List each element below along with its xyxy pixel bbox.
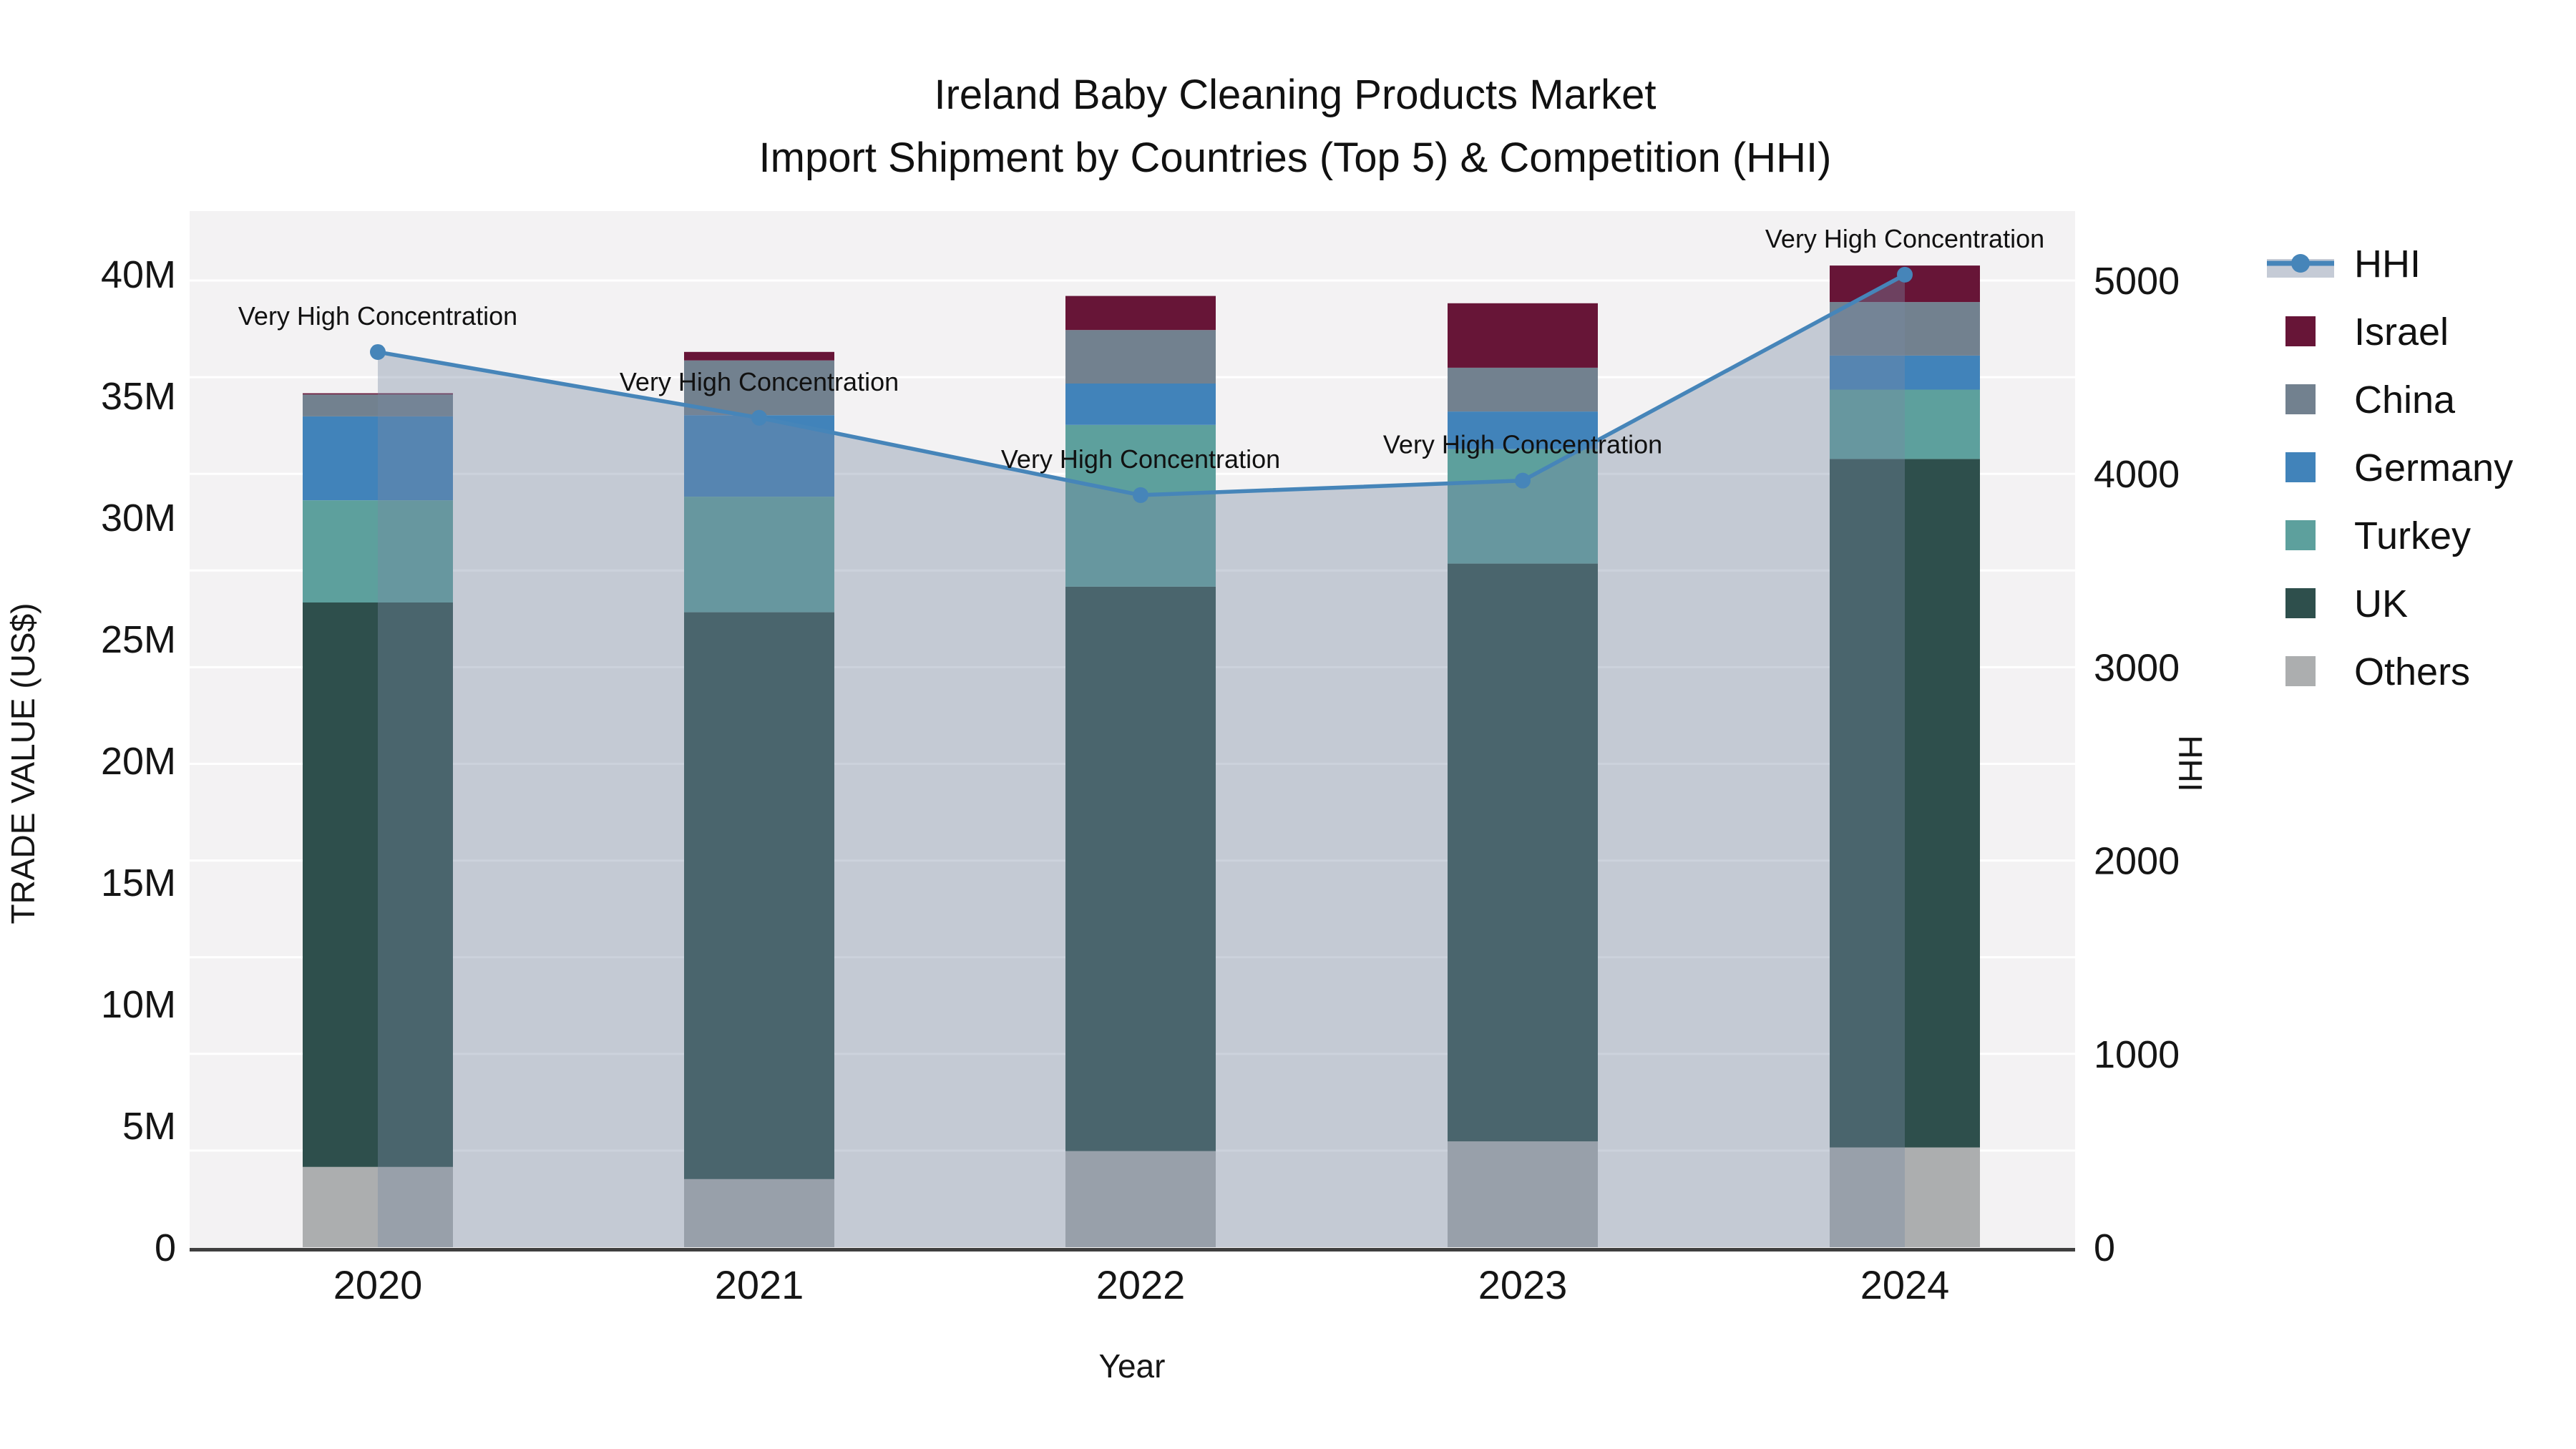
bar-segment-2021-turkey <box>684 497 834 613</box>
y-left-tick-label: 0 <box>155 1226 176 1269</box>
bar-segment-2020-others <box>303 1166 453 1247</box>
x-tick-label-2020: 2020 <box>333 1262 423 1307</box>
y-left-tick-label: 25M <box>101 618 176 661</box>
legend-swatch-germany <box>2285 452 2316 482</box>
legend: HHI Israel China Germany Turkey UK Others <box>2267 243 2513 693</box>
annotation-2023: Very High Concentration <box>1383 430 1662 459</box>
bar-segment-2023-china <box>1448 367 1598 412</box>
bar-segment-2020-israel <box>303 393 453 395</box>
y-right-tick-label: 4000 <box>2094 453 2180 496</box>
bar-segment-2021-others <box>684 1179 834 1247</box>
bar-segment-2023-germany <box>1448 411 1598 449</box>
legend-label-china: China <box>2354 379 2456 421</box>
y-left-tick-label: 40M <box>101 253 176 296</box>
y-left-tick-label: 35M <box>101 375 176 418</box>
legend-hhi-marker <box>2291 254 2310 273</box>
bar-segment-2020-turkey <box>303 500 453 602</box>
legend-label-others: Others <box>2354 650 2470 693</box>
bar-segment-2024-uk <box>1830 459 1980 1148</box>
legend-item-israel[interactable]: Israel <box>2285 311 2449 353</box>
bar-segment-2022-others <box>1065 1151 1216 1247</box>
annotation-2020: Very High Concentration <box>238 301 517 331</box>
legend-swatch-uk <box>2285 588 2316 618</box>
y-axis-title-right: HHI <box>2172 735 2209 791</box>
bar-segment-2021-uk <box>684 612 834 1179</box>
hhi-line <box>370 266 1913 503</box>
y-left-tick-label: 30M <box>101 497 176 540</box>
bar-segment-2021-china <box>684 360 834 416</box>
x-axis-title: Year <box>1099 1347 1166 1385</box>
bar-segment-2021-israel <box>684 351 834 361</box>
bar-segment-2024-turkey <box>1830 389 1980 459</box>
bar-segment-2023-others <box>1448 1141 1598 1247</box>
y-right-tick-label: 3000 <box>2094 646 2180 689</box>
legend-label-uk: UK <box>2354 582 2408 625</box>
x-tick-label-2023: 2023 <box>1478 1262 1568 1307</box>
x-axis-spine <box>190 1248 2075 1252</box>
bar-segment-2024-others <box>1830 1147 1980 1247</box>
annotation-2024: Very High Concentration <box>1765 224 2044 253</box>
y-right-tick-label: 2000 <box>2094 840 2180 883</box>
hhi-marker-2023 <box>1515 472 1531 489</box>
x-tick-label-2021: 2021 <box>715 1262 804 1307</box>
legend-swatch-israel <box>2285 316 2316 346</box>
hhi-marker-2024 <box>1897 266 1913 283</box>
legend-swatch-others <box>2285 656 2316 686</box>
legend-item-china[interactable]: China <box>2285 379 2456 421</box>
x-tick-label-2024: 2024 <box>1860 1262 1950 1307</box>
y-left-tick-label: 10M <box>101 983 176 1026</box>
bar-segment-2022-germany <box>1065 384 1216 425</box>
legend-item-germany[interactable]: Germany <box>2285 447 2513 489</box>
x-tick-label-2022: 2022 <box>1096 1262 1186 1307</box>
chart-title: Ireland Baby Cleaning Products Market <box>934 72 1656 118</box>
bar-segment-2023-israel <box>1448 303 1598 368</box>
legend-label-hhi: HHI <box>2354 243 2421 286</box>
legend-item-others[interactable]: Others <box>2285 650 2470 693</box>
bar-segment-2023-turkey <box>1448 449 1598 564</box>
legend-swatch-turkey <box>2285 520 2316 550</box>
y-axis-title-left: TRADE VALUE (US$) <box>4 602 42 924</box>
chart-subtitle: Import Shipment by Countries (Top 5) & C… <box>759 135 1832 181</box>
bar-segment-2024-china <box>1830 302 1980 356</box>
bar-segment-2020-uk <box>303 602 453 1167</box>
annotation-2022: Very High Concentration <box>1001 444 1280 474</box>
y-right-tick-label: 1000 <box>2094 1033 2180 1076</box>
y-right-tick-label: 0 <box>2094 1226 2115 1269</box>
bar-segment-2022-turkey <box>1065 424 1216 587</box>
legend-item-turkey[interactable]: Turkey <box>2285 514 2471 557</box>
legend-swatch-china <box>2285 384 2316 414</box>
y-left-tick-label: 15M <box>101 862 176 904</box>
bar-segment-2022-china <box>1065 330 1216 384</box>
bar-segment-2020-china <box>303 394 453 416</box>
bar-segment-2020-germany <box>303 416 453 501</box>
legend-item-hhi[interactable]: HHI <box>2267 243 2421 286</box>
y-right-tick-label: 5000 <box>2094 260 2180 303</box>
legend-label-israel: Israel <box>2354 311 2449 353</box>
hhi-area <box>378 274 1905 1247</box>
legend-label-germany: Germany <box>2354 447 2513 489</box>
axes: Year TRADE VALUE (US$) HHI 0 5M 10M 15M 20M 2… <box>4 253 2209 1385</box>
stacked-bars <box>303 265 1980 1247</box>
bar-segment-2023-uk <box>1448 563 1598 1142</box>
y-left-tick-label: 5M <box>122 1105 176 1148</box>
bar-segment-2022-uk <box>1065 586 1216 1151</box>
bar-segment-2024-germany <box>1830 355 1980 390</box>
y-left-tick-label: 20M <box>101 740 176 783</box>
hhi-marker-2022 <box>1133 487 1148 503</box>
legend-item-uk[interactable]: UK <box>2285 582 2408 625</box>
legend-label-turkey: Turkey <box>2354 514 2471 557</box>
annotation-2021: Very High Concentration <box>620 367 899 396</box>
hhi-area-fill <box>378 274 1905 1247</box>
annotations: Very High Concentration Very High Concent… <box>238 224 2044 474</box>
bar-segment-2022-israel <box>1065 296 1216 331</box>
hhi-marker-2020 <box>370 343 386 360</box>
hhi-marker-2021 <box>751 409 767 426</box>
